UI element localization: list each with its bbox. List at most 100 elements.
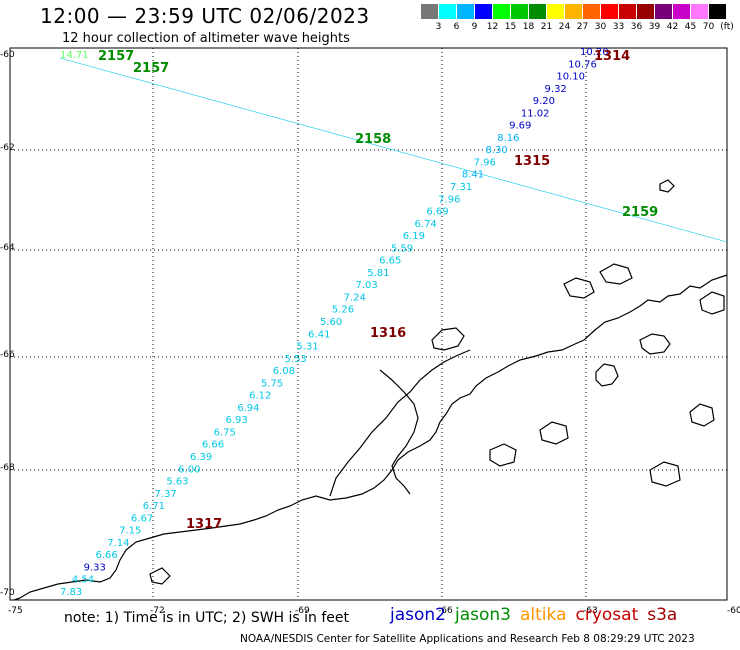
legend-swatch [475,4,492,19]
island-12 [649,461,681,487]
map-subtitle: 12 hour collection of altimeter wave hei… [62,31,350,46]
legend-label: 9 [471,22,478,32]
legend-label: 3 [435,22,442,32]
legend-unit: (ft) [720,22,734,32]
swh-value: 5.53 [285,354,307,365]
legend-swatch [529,4,546,19]
swh-value: 6.65 [379,256,401,267]
pass-number: 2159 [622,205,658,220]
legend-label: 42 [666,22,679,32]
swh-value: 5.75 [261,378,283,389]
legend-label: 15 [504,22,517,32]
alexander-island-coast [329,349,471,497]
swh-labels: 7.834.549.336.667.147.156.676.717.375.63… [60,47,609,598]
satellite-name: altika [520,605,567,625]
swh-value: 6.66 [95,550,117,561]
legend-swatch [709,4,726,19]
swh-value: 10.20 [580,47,609,58]
legend-swatch [637,4,654,19]
legend-swatch [457,4,474,19]
lon-label: -60 [727,606,740,616]
map-title: 12:00 — 23:59 UTC 02/06/2023 [40,4,370,28]
swh-value: 7.15 [119,526,141,537]
track-b-line [59,57,728,243]
legend-swatch [601,4,618,19]
pass-number: 2157 [98,49,134,64]
swh-value: 6.75 [214,427,236,438]
swh-value: 6.94 [237,403,259,414]
legend-label: 70 [702,22,715,32]
satellite-name: jason2 [390,605,446,625]
island-7 [149,567,171,585]
swh-value: 6.93 [225,415,247,426]
legend-label: 12 [486,22,499,32]
legend-swatch [565,4,582,19]
lat-label: -60 [0,50,15,60]
legend-label: 6 [453,22,460,32]
legend-swatch [655,4,672,19]
swh-value: 6.00 [178,464,200,475]
legend-label: 45 [684,22,697,32]
legend-label: 24 [558,22,571,32]
island-3 [431,327,465,351]
swh-value: 7.37 [155,489,177,500]
legend-label: 27 [576,22,589,32]
island-9 [689,403,715,427]
satellite-tracks [59,57,728,243]
legend-label: 33 [612,22,625,32]
swh-value: 4.54 [72,575,94,586]
map-frame [9,47,728,601]
swh-value: 10.10 [556,72,585,83]
pass-number: 2158 [355,132,391,147]
swh-value: 5.63 [166,477,188,488]
swh-value: 7.14 [107,538,129,549]
lat-label: -66 [0,350,15,360]
legend-swatch [583,4,600,19]
swh-value: 7.31 [450,182,472,193]
swh-value: 5.81 [367,268,389,279]
peninsula-coast [13,274,728,601]
lon-label: -69 [295,606,310,616]
swh-value: 7.03 [355,280,377,291]
swh-value: 7.96 [438,194,460,205]
legend-swatch [493,4,510,19]
swh-value: 6.71 [143,501,165,512]
lon-label: -63 [583,606,598,616]
swh-value: 5.59 [391,243,413,254]
pass-number: 1317 [186,517,222,532]
swh-value: 5.31 [296,342,318,353]
pass-number: 1314 [594,49,630,64]
lon-label: -66 [438,606,453,616]
swh-value: 8.30 [485,145,507,156]
legend-label: 18 [522,22,535,32]
color-legend: 3 6 9 12 15 18 21 24 27 30 33 36 39 42 45 70 (ft) [421,4,734,34]
satellite-name: s3a [647,605,678,625]
satellite-name: jason3 [455,605,511,625]
swh-value: 6.74 [415,219,437,230]
legend-swatch [673,4,690,19]
swh-value: 6.69 [426,207,448,218]
swh-value: 6.39 [190,452,212,463]
island-10 [539,421,569,445]
island-4 [563,277,595,299]
island-5 [599,263,633,285]
swh-value: 8.41 [462,170,484,181]
credit-line: NOAA/NESDIS Center for Satellite Applica… [240,633,695,645]
swh-value: 9.33 [84,562,106,573]
legend-swatch [547,4,564,19]
swh-value: 7.96 [474,157,496,168]
swh-value: 5.26 [332,305,354,316]
legend-label: 30 [594,22,607,32]
pass-number: 2157 [133,61,169,76]
pass-number: 1316 [370,326,406,341]
lat-label: -70 [0,588,15,598]
lon-label: -75 [8,606,23,616]
lat-label: -64 [0,243,15,253]
swh-value: 7.83 [60,587,82,598]
swh-value: 9.20 [533,96,555,107]
swh-value: 5.60 [320,317,342,328]
swh-value: 6.41 [308,329,330,340]
footnote: note: 1) Time is in UTC; 2) SWH is in fe… [64,610,350,626]
